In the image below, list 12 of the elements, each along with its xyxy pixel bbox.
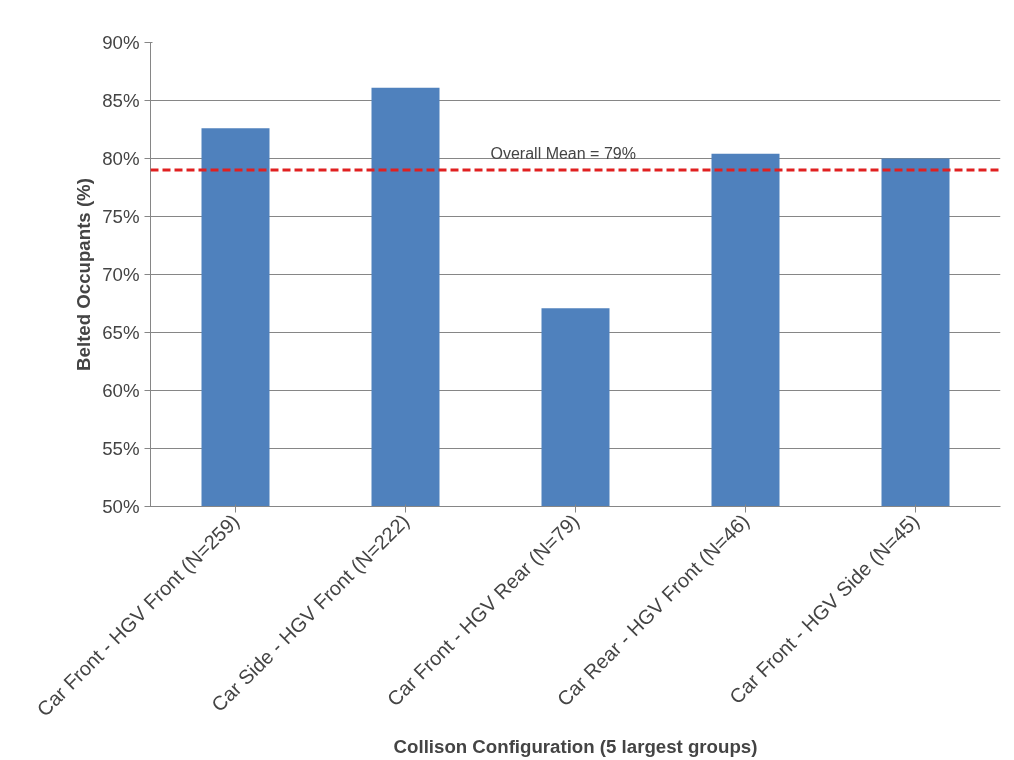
y-tick-label: 60% <box>102 380 140 401</box>
x-axis-title: Collison Configuration (5 largest groups) <box>393 736 758 758</box>
y-tick-label: 70% <box>102 264 140 285</box>
y-tick-label: 90% <box>102 32 140 53</box>
y-tick-label: 75% <box>102 206 140 227</box>
y-tick-label: 65% <box>102 322 140 343</box>
y-tick-label: 50% <box>102 496 140 517</box>
ref-line-label: Overall Mean = 79% <box>490 145 636 163</box>
y-tick-label: 80% <box>102 148 140 169</box>
y-axis-title: Belted Occupants (%) <box>73 178 95 371</box>
y-tick-label: 55% <box>102 438 140 459</box>
y-tick-label: 85% <box>102 90 140 111</box>
